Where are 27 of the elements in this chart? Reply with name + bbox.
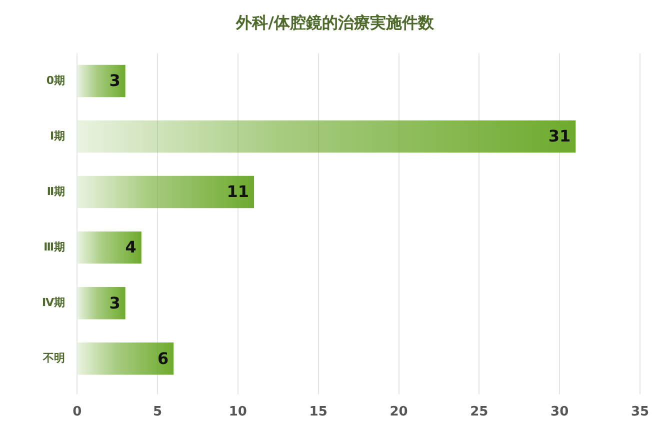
bar <box>78 231 142 264</box>
bar <box>78 120 576 153</box>
data-label: 4 <box>125 238 136 257</box>
data-label: 31 <box>548 126 571 146</box>
x-tick-label: 25 <box>470 404 488 420</box>
x-tick-label: 30 <box>550 404 569 420</box>
data-label: 11 <box>226 182 249 202</box>
x-tick-label: 15 <box>309 404 328 420</box>
data-label: 3 <box>109 71 120 90</box>
y-tick-label: Ⅳ期 <box>42 296 66 309</box>
y-tick-label: 0期 <box>46 74 66 87</box>
x-tick-label: 10 <box>228 404 247 420</box>
y-tick-label: 不明 <box>42 351 66 364</box>
x-tick-label: 5 <box>152 404 162 420</box>
bar <box>78 176 254 208</box>
data-label: 6 <box>157 348 169 368</box>
y-tick-label: Ⅲ期 <box>44 240 66 254</box>
chart-title: 外科/体腔鏡的治療実施件数 <box>235 12 435 32</box>
x-tick-label: 35 <box>630 404 650 420</box>
y-tick-label: Ⅱ期 <box>46 184 66 198</box>
y-tick-label: Ⅰ期 <box>50 129 66 142</box>
data-label: 3 <box>109 293 120 312</box>
bar <box>78 342 174 375</box>
x-tick-label: 20 <box>390 404 408 420</box>
x-tick-label: 0 <box>72 404 82 420</box>
bar <box>78 286 126 320</box>
bar <box>78 64 126 98</box>
